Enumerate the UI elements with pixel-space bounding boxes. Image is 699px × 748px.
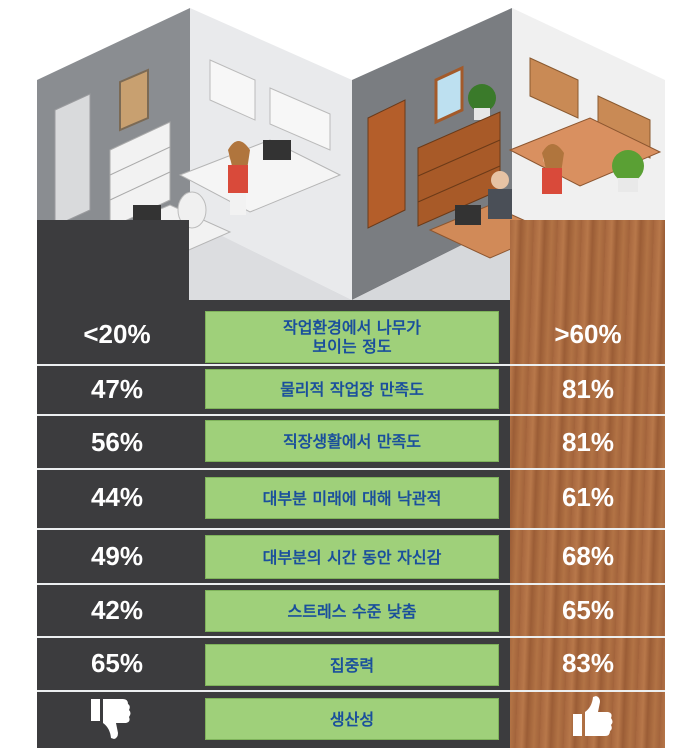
left-value: 47% xyxy=(90,374,144,404)
row-divider xyxy=(37,583,665,585)
row-divider xyxy=(37,468,665,470)
row-label: 직장생활에서 만족도 xyxy=(205,420,499,462)
row-label-text: 생산성 xyxy=(329,709,375,729)
right-value: 65% xyxy=(561,595,615,625)
thumbs-up-icon xyxy=(572,694,614,742)
left-value: 56% xyxy=(90,427,144,457)
row-divider xyxy=(37,528,665,530)
row-label-text: 직장생활에서 만족도 xyxy=(282,431,422,451)
left-value: 42% xyxy=(90,595,144,625)
row-label-text: 대부분의 시간 동안 자신감 xyxy=(262,547,442,567)
right-value: 61% xyxy=(561,482,615,512)
row-label-text: 스트레스 수준 낮춤 xyxy=(287,601,417,621)
left-value: <20% xyxy=(83,319,151,349)
right-value: >60% xyxy=(554,319,622,349)
row-divider xyxy=(37,414,665,416)
row-label: 스트레스 수준 낮춤 xyxy=(205,590,499,632)
row-label: 작업환경에서 나무가 보이는 정도 xyxy=(205,311,499,363)
thumbs-down-icon xyxy=(90,697,132,745)
row-label: 생산성 xyxy=(205,698,499,740)
row-label: 물리적 작업장 만족도 xyxy=(205,369,499,409)
right-value: 68% xyxy=(561,541,615,571)
left-dark-panel xyxy=(37,220,189,748)
row-label-text: 물리적 작업장 만족도 xyxy=(280,379,424,399)
row-divider xyxy=(37,636,665,638)
left-value: 65% xyxy=(90,648,144,678)
right-value: 81% xyxy=(561,374,615,404)
row-label-text: 작업환경에서 나무가 보이는 정도 xyxy=(282,318,422,356)
row-divider xyxy=(37,690,665,692)
left-value: 44% xyxy=(90,482,144,512)
row-label: 대부분 미래에 대해 낙관적 xyxy=(205,477,499,519)
right-value: 81% xyxy=(561,427,615,457)
left-value: 49% xyxy=(90,541,144,571)
row-label: 대부분의 시간 동안 자신감 xyxy=(205,535,499,579)
right-value: 83% xyxy=(561,648,615,678)
row-label-text: 대부분 미래에 대해 낙관적 xyxy=(262,488,442,508)
row-divider xyxy=(37,364,665,366)
row-label-text: 집중력 xyxy=(329,655,375,675)
row-label: 집중력 xyxy=(205,644,499,686)
right-wood-panel xyxy=(510,220,665,748)
